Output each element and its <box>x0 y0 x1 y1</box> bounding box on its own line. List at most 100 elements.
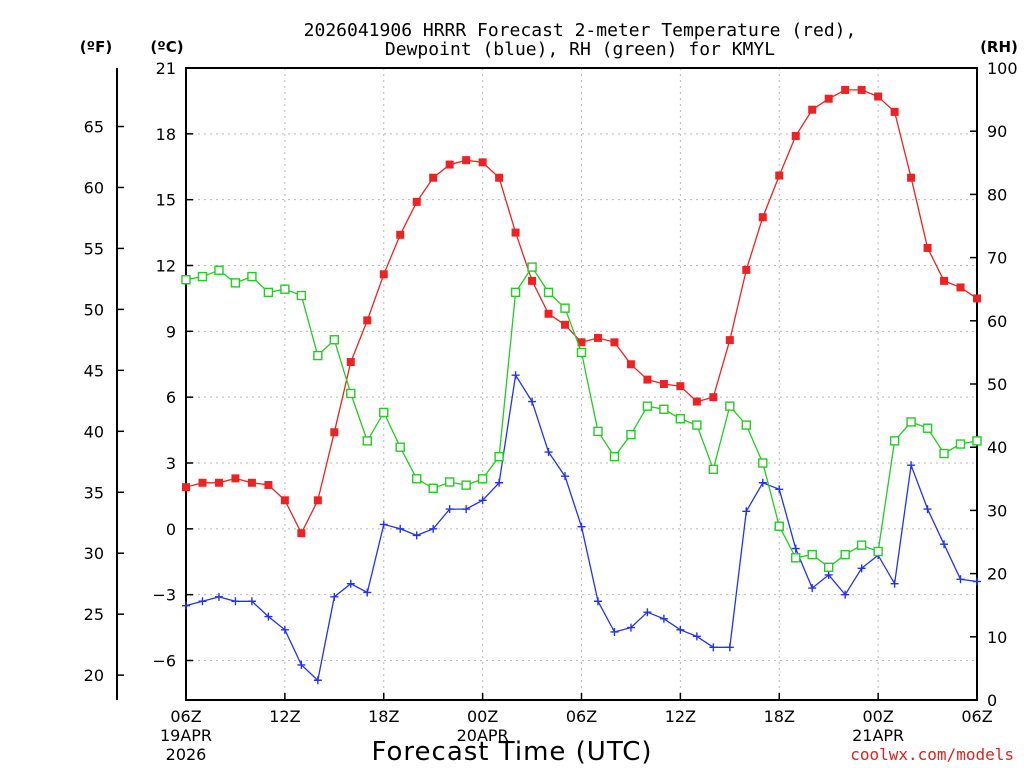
data-point <box>955 439 966 449</box>
series-dewpoint <box>182 371 981 685</box>
time-tick-date: 19APR <box>160 726 212 745</box>
data-point <box>709 643 718 652</box>
fahrenheit-tick-label: 50 <box>84 300 104 319</box>
data-point <box>807 549 817 560</box>
data-point <box>593 597 602 606</box>
data-point <box>527 262 537 272</box>
fahrenheit-tick-label: 40 <box>84 422 104 441</box>
series-rh <box>181 262 982 572</box>
data-point <box>182 483 190 492</box>
data-point <box>296 290 307 301</box>
celsius-tick-label: 15 <box>156 191 176 210</box>
data-point <box>741 420 751 430</box>
data-point <box>791 132 800 141</box>
data-point <box>890 579 899 588</box>
data-point <box>824 94 833 103</box>
celsius-tick-label: 6 <box>166 388 176 407</box>
data-point <box>543 287 554 298</box>
fahrenheit-tick-label: 55 <box>84 239 104 258</box>
data-point <box>675 414 686 424</box>
data-point <box>495 478 504 487</box>
data-point <box>725 336 734 345</box>
rh-tick-label: 20 <box>987 565 1007 584</box>
data-point <box>313 676 322 685</box>
data-point <box>462 156 471 165</box>
data-point <box>363 316 372 325</box>
chart-title-line-2: Dewpoint (blue), RH (green) for KMYL <box>385 39 775 60</box>
time-tick-date: 20APR <box>457 726 509 745</box>
data-point <box>231 474 240 483</box>
celsius-tick-label: −6 <box>152 652 176 671</box>
gridlines <box>186 68 977 700</box>
data-point <box>972 436 982 446</box>
data-point <box>610 627 619 636</box>
data-point <box>692 632 701 641</box>
data-point <box>659 380 668 388</box>
fahrenheit-axis-unit: (ºF) <box>80 38 112 56</box>
data-point <box>774 521 784 531</box>
data-point <box>428 483 438 493</box>
time-tick-label: 18Z <box>368 707 399 726</box>
data-point <box>198 478 207 487</box>
fahrenheit-tick-label: 45 <box>84 361 104 380</box>
data-point <box>956 283 965 292</box>
rh-tick-label: 0 <box>987 691 997 710</box>
data-point <box>577 522 586 531</box>
data-point <box>182 601 190 610</box>
data-point <box>197 271 208 282</box>
time-tick-label: 12Z <box>665 707 696 726</box>
data-point <box>495 173 504 182</box>
data-point <box>363 588 372 597</box>
data-point <box>346 358 355 367</box>
data-point <box>857 85 866 94</box>
rh-tick-label: 80 <box>987 185 1007 204</box>
data-point <box>445 505 454 514</box>
data-point <box>973 294 981 303</box>
data-point <box>198 597 207 606</box>
data-point <box>264 612 273 621</box>
data-point <box>561 320 570 329</box>
fahrenheit-tick-label: 30 <box>84 544 104 563</box>
data-point <box>642 401 653 411</box>
data-point <box>561 472 570 481</box>
data-point <box>626 623 635 632</box>
data-point <box>560 303 570 313</box>
rh-tick-label: 40 <box>987 438 1007 457</box>
data-point <box>791 544 800 553</box>
data-point <box>379 407 389 418</box>
data-point <box>856 540 867 550</box>
celsius-axis-unit: (ºC) <box>150 38 183 56</box>
data-point <box>758 213 767 222</box>
fahrenheit-tick-label: 25 <box>84 605 104 624</box>
celsius-tick-label: 21 <box>156 59 176 78</box>
data-point <box>626 429 636 440</box>
data-point <box>626 360 635 369</box>
data-point <box>659 614 668 623</box>
data-point <box>940 540 949 549</box>
data-point <box>329 335 340 345</box>
data-point <box>379 520 388 529</box>
data-point <box>478 158 487 167</box>
time-tick-label: 06Z <box>170 707 201 726</box>
data-point <box>395 442 405 452</box>
data-point <box>181 275 191 285</box>
fahrenheit-tick-label: 65 <box>84 118 104 137</box>
data-point <box>511 371 520 380</box>
data-point <box>528 397 537 406</box>
data-point <box>840 549 850 560</box>
data-point <box>396 230 405 239</box>
data-point <box>922 423 933 433</box>
data-point <box>824 570 833 579</box>
data-point <box>725 401 735 411</box>
data-point <box>445 160 454 169</box>
data-point <box>494 451 504 462</box>
rh-tick-label: 50 <box>987 375 1007 394</box>
fahrenheit-tick-label: 60 <box>84 178 104 197</box>
data-point <box>444 477 455 487</box>
data-point <box>775 485 784 494</box>
data-point <box>280 625 289 634</box>
data-point <box>841 85 850 94</box>
